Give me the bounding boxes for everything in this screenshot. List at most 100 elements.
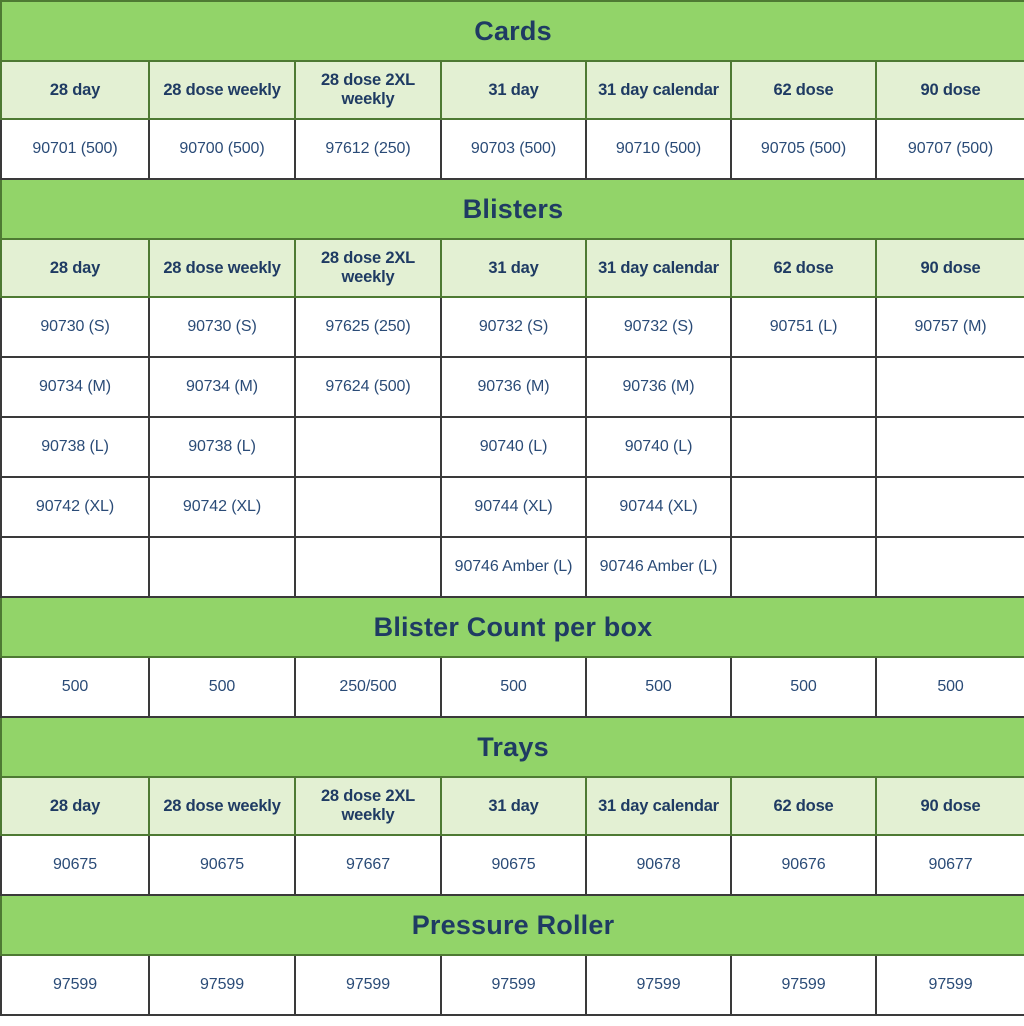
column-header-cell: 28 dose weekly: [148, 776, 296, 836]
empty-cell: [294, 476, 442, 538]
column-header-cell: 62 dose: [730, 60, 877, 120]
product-code-cell: 97599: [294, 954, 442, 1016]
empty-cell: [874, 476, 1024, 538]
empty-cell: [0, 536, 150, 598]
table-row: 90734 (M) 90734 (M) 97624 (500) 90736 (M) 90…: [0, 356, 1024, 418]
column-header-row: 28 day 28 dose weekly 28 dose 2XL weekly 31…: [0, 776, 1024, 836]
product-code-cell: 90738 (L): [148, 416, 296, 478]
product-code-cell: 90700 (500): [148, 118, 296, 180]
column-header-cell: 28 day: [0, 60, 150, 120]
product-code-cell: 90675: [440, 834, 587, 896]
product-code-cell: 90675: [148, 834, 296, 896]
table-row: 90742 (XL) 90742 (XL) 90744 (XL) 90744 (XL): [0, 476, 1024, 538]
section-banner-row: Trays: [0, 716, 1024, 778]
product-code-cell: 90676: [730, 834, 877, 896]
product-code-cell: 500: [148, 656, 296, 718]
table-row: 90730 (S) 90730 (S) 97625 (250) 90732 (S) 90…: [0, 296, 1024, 358]
product-code-cell: 90742 (XL): [0, 476, 150, 538]
product-code-cell: 90730 (S): [148, 296, 296, 358]
product-code-cell: 90732 (S): [440, 296, 587, 358]
product-code-cell: 90734 (M): [0, 356, 150, 418]
product-code-cell: 500: [440, 656, 587, 718]
empty-cell: [874, 416, 1024, 478]
column-header-cell: 31 day calendar: [585, 60, 732, 120]
table-row: 90701 (500) 90700 (500) 97612 (250) 90703 (…: [0, 118, 1024, 180]
product-code-cell: 500: [874, 656, 1024, 718]
column-header-cell: 62 dose: [730, 238, 877, 298]
empty-cell: [874, 536, 1024, 598]
product-code-cell: 97599: [874, 954, 1024, 1016]
column-header-cell: 28 dose weekly: [148, 238, 296, 298]
table-row: 90675 90675 97667 90675 90678 90676 90677: [0, 834, 1024, 896]
product-code-cell: 500: [0, 656, 150, 718]
product-code-cell: 97599: [440, 954, 587, 1016]
empty-cell: [730, 356, 877, 418]
product-code-cell: 250/500: [294, 656, 442, 718]
product-code-cell: 97599: [585, 954, 732, 1016]
product-code-cell: 90734 (M): [148, 356, 296, 418]
product-code-cell: 90736 (M): [440, 356, 587, 418]
product-code-cell: 90705 (500): [730, 118, 877, 180]
section-banner-row: Blisters: [0, 178, 1024, 240]
column-header-cell: 90 dose: [874, 776, 1024, 836]
column-header-cell: 31 day calendar: [585, 238, 732, 298]
section-title: Pressure Roller: [0, 894, 1024, 956]
column-header-cell: 31 day: [440, 60, 587, 120]
empty-cell: [730, 536, 877, 598]
column-header-cell: 28 day: [0, 776, 150, 836]
column-header-cell: 90 dose: [874, 60, 1024, 120]
product-code-cell: 97599: [148, 954, 296, 1016]
table-row: 90746 Amber (L) 90746 Amber (L): [0, 536, 1024, 598]
column-header-row: 28 day 28 dose weekly 28 dose 2XL weekly 31…: [0, 60, 1024, 120]
product-code-cell: 97667: [294, 834, 442, 896]
table-row: 97599 97599 97599 97599 97599 97599 97599: [0, 954, 1024, 1016]
section-title: Cards: [0, 0, 1024, 62]
product-code-cell: 90751 (L): [730, 296, 877, 358]
empty-cell: [294, 536, 442, 598]
empty-cell: [294, 416, 442, 478]
product-code-cell: 90744 (XL): [440, 476, 587, 538]
section-banner-row: Cards: [0, 0, 1024, 62]
product-code-cell: 90710 (500): [585, 118, 732, 180]
empty-cell: [730, 416, 877, 478]
product-code-cell: 90746 Amber (L): [440, 536, 587, 598]
product-code-cell: 90742 (XL): [148, 476, 296, 538]
product-code-cell: 90701 (500): [0, 118, 150, 180]
bottom-margin: [0, 1016, 1024, 1026]
column-header-cell: 31 day: [440, 238, 587, 298]
section-title: Blisters: [0, 178, 1024, 240]
section-banner-row: Pressure Roller: [0, 894, 1024, 956]
empty-cell: [148, 536, 296, 598]
column-header-cell: 62 dose: [730, 776, 877, 836]
column-header-cell: 28 dose 2XL weekly: [294, 238, 442, 298]
product-code-cell: 97599: [0, 954, 150, 1016]
column-header-cell: 31 day: [440, 776, 587, 836]
product-code-cell: 90675: [0, 834, 150, 896]
product-code-cell: 97625 (250): [294, 296, 442, 358]
table-row: 90738 (L) 90738 (L) 90740 (L) 90740 (L): [0, 416, 1024, 478]
product-code-cell: 97612 (250): [294, 118, 442, 180]
product-code-cell: 90740 (L): [440, 416, 587, 478]
section-title: Blister Count per box: [0, 596, 1024, 658]
product-code-cell: 90678: [585, 834, 732, 896]
column-header-cell: 90 dose: [874, 238, 1024, 298]
column-header-cell: 28 dose weekly: [148, 60, 296, 120]
product-code-cell: 90757 (M): [874, 296, 1024, 358]
product-code-cell: 90746 Amber (L): [585, 536, 732, 598]
product-code-cell: 97599: [730, 954, 877, 1016]
product-code-cell: 90744 (XL): [585, 476, 732, 538]
column-header-cell: 28 day: [0, 238, 150, 298]
empty-cell: [874, 356, 1024, 418]
product-code-cell: 90736 (M): [585, 356, 732, 418]
product-code-cell: 500: [730, 656, 877, 718]
section-title: Trays: [0, 716, 1024, 778]
product-code-cell: 97624 (500): [294, 356, 442, 418]
product-code-cell: 500: [585, 656, 732, 718]
product-code-cell: 90703 (500): [440, 118, 587, 180]
section-banner-row: Blister Count per box: [0, 596, 1024, 658]
column-header-cell: 28 dose 2XL weekly: [294, 776, 442, 836]
product-code-cell: 90740 (L): [585, 416, 732, 478]
product-code-cell: 90677: [874, 834, 1024, 896]
